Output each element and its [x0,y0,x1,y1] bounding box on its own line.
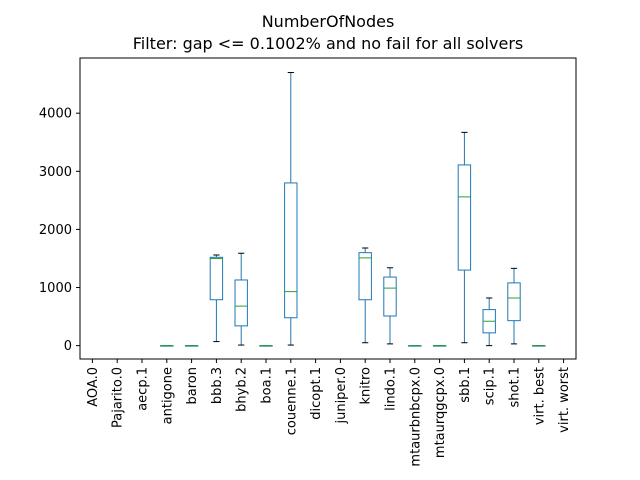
box-knitro [358,247,372,344]
box-body [507,282,521,322]
x-tick-label: mtaurbnbcpx.0 [408,367,423,467]
chart-subtitle: Filter: gap <= 0.1002% and no fail for a… [133,34,523,53]
y-tick-label: 0 [64,339,72,354]
x-tick-label: virt. worst [557,367,572,433]
box-lindo-1 [383,267,397,345]
x-tick-label: antigone [160,367,175,424]
box-bhyb-2 [234,252,248,346]
x-tick-label: baron [185,367,200,404]
box-scip-1 [482,297,496,347]
x-tick-label: scip.1 [483,367,498,405]
box-baron [184,345,199,347]
x-tick-label: mtaurqgcpx.0 [433,367,448,458]
x-tick-label: bhyb.2 [235,367,250,412]
box-body [284,182,298,319]
x-tick-label: aecp.1 [136,367,151,411]
x-tick-label: knitro [359,367,374,405]
y-tick-label: 4000 [39,107,72,122]
x-tick-label: virt. best [532,367,547,425]
box-body [234,279,248,327]
x-tick-label: juniper.0 [334,367,349,425]
chart-title: NumberOfNodes [262,12,395,31]
y-tick-label: 2000 [39,223,72,238]
box-body [358,252,372,301]
box-shot-1 [507,267,521,345]
box-body [383,276,397,317]
box-mtaurbnbcpx-0 [408,345,422,347]
x-tick-label: shot.1 [508,367,523,407]
x-tick-label: Pajarito.0 [111,367,126,428]
x-tick-label: lindo.1 [384,367,399,411]
box-mtaurqgcpx-0 [432,345,447,347]
y-tick-label: 3000 [39,165,72,180]
box-virt-best [532,345,546,347]
box-body [209,256,224,301]
box-bbb-3 [209,254,224,343]
x-tick-label: AOA.0 [86,367,101,407]
box-boa-1 [259,345,273,347]
box-couenne-1 [284,72,298,346]
plot-area: 0 1000 2000 3000 4000 AOA.0 Pajarito.0 aecp.1 an… [39,57,577,467]
plot-frame [79,57,577,360]
y-tick-label: 1000 [39,281,72,296]
box-body [457,164,472,271]
x-tick-label: sbb.1 [458,367,473,403]
x-tick-label: dicopt.1 [309,367,324,420]
x-tick-label: couenne.1 [284,367,299,435]
x-tick-label: boa.1 [260,367,275,404]
box-sbb-1 [457,131,472,344]
box-antigone [160,345,174,347]
x-tick-label: bbb.3 [210,367,225,404]
